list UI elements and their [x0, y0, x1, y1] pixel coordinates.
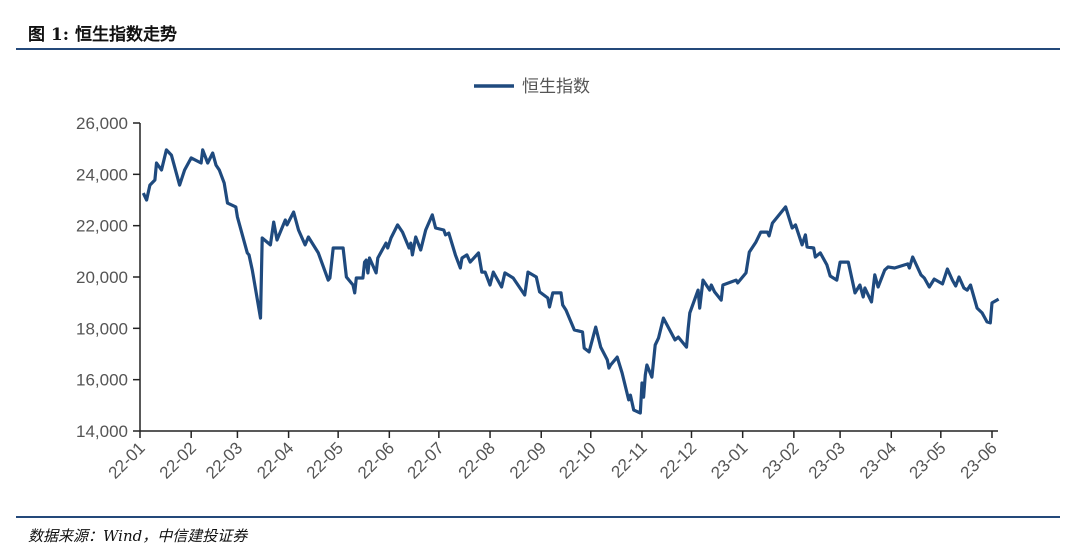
x-tick-label: 23-02 — [759, 438, 803, 482]
y-tick-label: 26,000 — [76, 114, 128, 133]
x-tick-label: 22-12 — [656, 438, 700, 482]
x-tick-label: 23-06 — [957, 438, 1001, 482]
y-tick-label: 16,000 — [76, 371, 128, 390]
x-tick-label: 22-09 — [506, 438, 550, 482]
y-tick-label: 18,000 — [76, 319, 128, 338]
x-tick-label: 22-08 — [455, 438, 499, 482]
x-tick-label: 22-01 — [105, 438, 149, 482]
y-tick-label: 24,000 — [76, 165, 128, 184]
x-tick-label: 23-03 — [805, 438, 849, 482]
source-note: 数据来源：Wind，中信建投证券 — [28, 527, 248, 545]
x-tick-label: 23-04 — [856, 438, 900, 482]
legend-label: 恒生指数 — [522, 77, 590, 97]
axes: 14,000 16,000 18,000 20,000 22,000 24,000 26,0… — [76, 114, 1001, 483]
legend: 恒生指数 — [474, 77, 590, 97]
bottom-divider — [16, 516, 1060, 518]
x-tick-label: 22-11 — [607, 438, 650, 481]
series-line-hang-seng — [141, 148, 1000, 415]
x-tick-label: 22-07 — [404, 438, 448, 482]
top-divider — [16, 48, 1060, 50]
y-tick-label: 22,000 — [76, 217, 128, 236]
x-tick-label: 22-05 — [303, 438, 347, 482]
x-tick-label: 22-02 — [156, 438, 200, 482]
x-tick-label: 22-10 — [555, 438, 599, 482]
x-tick-label: 22-03 — [202, 438, 246, 482]
x-tick-label: 23-05 — [905, 438, 949, 482]
x-tick-label: 23-01 — [707, 438, 751, 482]
y-tick-label: 20,000 — [76, 268, 128, 287]
y-tick-label: 14,000 — [76, 422, 128, 441]
figure-title: 图 1: 恒生指数走势 — [28, 25, 177, 45]
x-tick-label: 22-04 — [253, 438, 297, 482]
x-tick-label: 22-06 — [354, 438, 398, 482]
